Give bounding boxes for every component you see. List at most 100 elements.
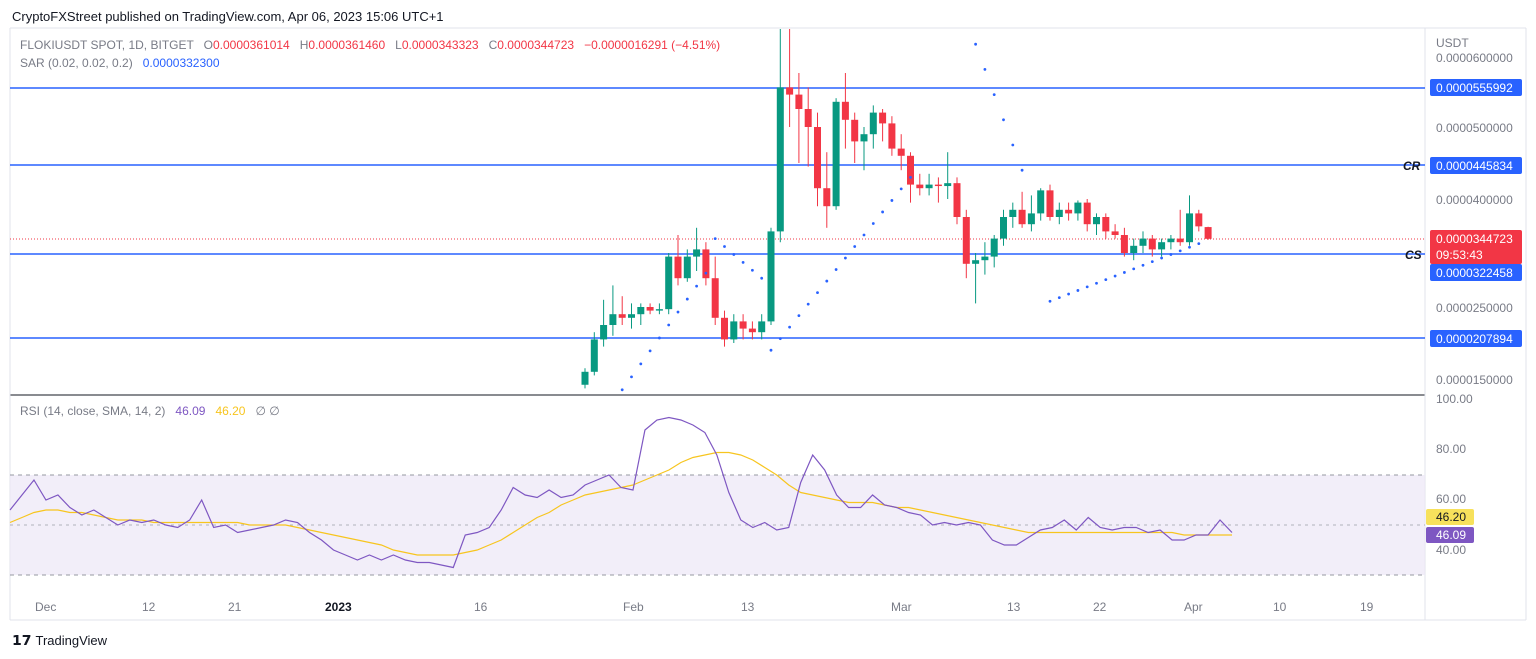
candle-body[interactable] bbox=[1186, 213, 1193, 243]
candle-body[interactable] bbox=[776, 87, 784, 232]
candle-body[interactable] bbox=[804, 109, 812, 127]
candle-body[interactable] bbox=[814, 127, 821, 189]
candle-body[interactable] bbox=[767, 231, 775, 322]
candle-body[interactable] bbox=[665, 256, 673, 310]
sar-dot bbox=[732, 253, 736, 256]
sar-series bbox=[620, 42, 1201, 392]
candle-body[interactable] bbox=[739, 321, 747, 329]
candle-body[interactable] bbox=[841, 101, 849, 120]
level-tag-cs[interactable]: 0.0000322458 bbox=[1430, 264, 1522, 281]
candle-body[interactable] bbox=[721, 317, 728, 340]
candle-body[interactable] bbox=[851, 119, 859, 142]
candle-body[interactable] bbox=[590, 339, 598, 372]
candle-body[interactable] bbox=[637, 307, 645, 315]
candle-body[interactable] bbox=[832, 101, 840, 207]
candle-body[interactable] bbox=[730, 321, 738, 340]
candle-body[interactable] bbox=[823, 188, 831, 207]
rsi-series[interactable] bbox=[9, 416, 1233, 569]
candle-body[interactable] bbox=[897, 148, 905, 156]
sar-dot bbox=[862, 233, 866, 237]
candle-body[interactable] bbox=[628, 314, 635, 318]
candle-body[interactable] bbox=[981, 256, 989, 261]
candle-body[interactable] bbox=[674, 256, 682, 279]
candle-body[interactable] bbox=[1102, 217, 1110, 232]
level-tag-4-bg bbox=[1430, 330, 1522, 347]
sar-label[interactable]: SAR (0.02, 0.02, 0.2) bbox=[20, 56, 133, 70]
candle-body[interactable] bbox=[1027, 213, 1035, 225]
level-tag-cr[interactable]: 0.0000445834 bbox=[1430, 157, 1522, 174]
rsi-tag[interactable]: 46.09 bbox=[1426, 527, 1474, 543]
candle-body[interactable] bbox=[1204, 227, 1212, 239]
candle-body[interactable] bbox=[1158, 242, 1166, 250]
candle-body[interactable] bbox=[795, 94, 803, 109]
candle-body[interactable] bbox=[711, 278, 719, 318]
candle-body[interactable] bbox=[934, 184, 942, 187]
candle-body[interactable] bbox=[655, 309, 663, 311]
tradingview-logo[interactable]: 𝟭𝟳 TradingView bbox=[12, 632, 107, 649]
tradingview-icon: 𝟭𝟳 bbox=[12, 632, 32, 648]
level-tag-1[interactable]: 0.0000555992 bbox=[1430, 79, 1522, 96]
candle-body[interactable] bbox=[888, 123, 896, 149]
candle-body[interactable] bbox=[1074, 202, 1082, 214]
candle-body[interactable] bbox=[618, 314, 626, 318]
candle-body[interactable] bbox=[879, 112, 887, 124]
candle-body[interactable] bbox=[972, 260, 980, 264]
publish-header: CryptoFXStreet published on TradingView.… bbox=[12, 9, 444, 24]
candle-body[interactable] bbox=[907, 155, 914, 185]
candle-body[interactable] bbox=[962, 217, 970, 264]
sar-dot bbox=[1132, 267, 1136, 271]
candle-body[interactable] bbox=[1009, 209, 1017, 217]
candle-body[interactable] bbox=[600, 325, 608, 340]
candle-body[interactable] bbox=[916, 184, 924, 189]
price-tick-2: 0.0000500000 bbox=[1436, 121, 1513, 135]
candle-body[interactable] bbox=[1120, 235, 1128, 253]
symbol-label[interactable]: FLOKIUSDT SPOT, 1D, BITGET bbox=[20, 38, 194, 52]
candle-body[interactable] bbox=[1093, 217, 1100, 225]
sar-dot bbox=[1123, 271, 1126, 274]
candle-body[interactable] bbox=[860, 134, 868, 142]
candle-body[interactable] bbox=[1111, 231, 1119, 235]
candle-body[interactable] bbox=[1000, 217, 1007, 239]
current-price-tag[interactable]: 0.0000344723 09:53:43 bbox=[1430, 230, 1522, 264]
candle-body[interactable] bbox=[758, 321, 766, 333]
candle-body[interactable] bbox=[646, 307, 654, 311]
level-tag-4[interactable]: 0.0000207894 bbox=[1430, 330, 1522, 347]
candle-body[interactable] bbox=[1037, 190, 1045, 214]
candle-body[interactable] bbox=[683, 256, 691, 279]
candle-body[interactable] bbox=[1046, 190, 1054, 217]
candle-body[interactable] bbox=[748, 328, 756, 333]
rsi-tick-60: 60.00 bbox=[1436, 492, 1466, 506]
low-value: 0.0000343323 bbox=[401, 38, 479, 52]
sar-dot bbox=[899, 187, 903, 191]
candle-body[interactable] bbox=[925, 184, 933, 189]
candle-body[interactable] bbox=[953, 183, 961, 217]
candlestick-series[interactable] bbox=[581, 29, 1212, 389]
candle-body[interactable] bbox=[609, 314, 617, 325]
candle-body[interactable] bbox=[1139, 238, 1147, 246]
candle-body[interactable] bbox=[944, 183, 952, 187]
candle-body[interactable] bbox=[786, 87, 794, 95]
support-resistance-levels[interactable]: CR CS bbox=[10, 87, 1425, 339]
candle-body[interactable] bbox=[1018, 209, 1026, 225]
candle-body[interactable] bbox=[1176, 238, 1184, 243]
candle-body[interactable] bbox=[1055, 209, 1063, 217]
rsi-ma-tag[interactable]: 46.20 bbox=[1426, 509, 1474, 525]
rsi-label[interactable]: RSI (14, close, SMA, 14, 2) bbox=[20, 404, 166, 418]
rsi-ma-tag-bg bbox=[1426, 509, 1474, 525]
candle-body[interactable] bbox=[1148, 238, 1156, 250]
candle-body[interactable] bbox=[990, 238, 998, 257]
candle-body[interactable] bbox=[869, 112, 877, 135]
candle-body[interactable] bbox=[1195, 213, 1203, 227]
candle-body[interactable] bbox=[702, 249, 710, 279]
candle-body[interactable] bbox=[1167, 238, 1175, 243]
candle-body[interactable] bbox=[1130, 245, 1138, 253]
candle-body[interactable] bbox=[1065, 209, 1073, 214]
time-axis[interactable]: Dec 12 21 2023 16 Feb 13 Mar 13 22 Apr 1… bbox=[35, 600, 1374, 614]
candle-body[interactable] bbox=[1083, 202, 1091, 225]
candle-body[interactable] bbox=[581, 371, 589, 385]
level-tag-4-text: 0.0000207894 bbox=[1436, 332, 1513, 346]
level-tag-1-bg bbox=[1430, 79, 1522, 96]
rsi-line[interactable] bbox=[9, 416, 1233, 569]
candle-body[interactable] bbox=[693, 249, 701, 257]
